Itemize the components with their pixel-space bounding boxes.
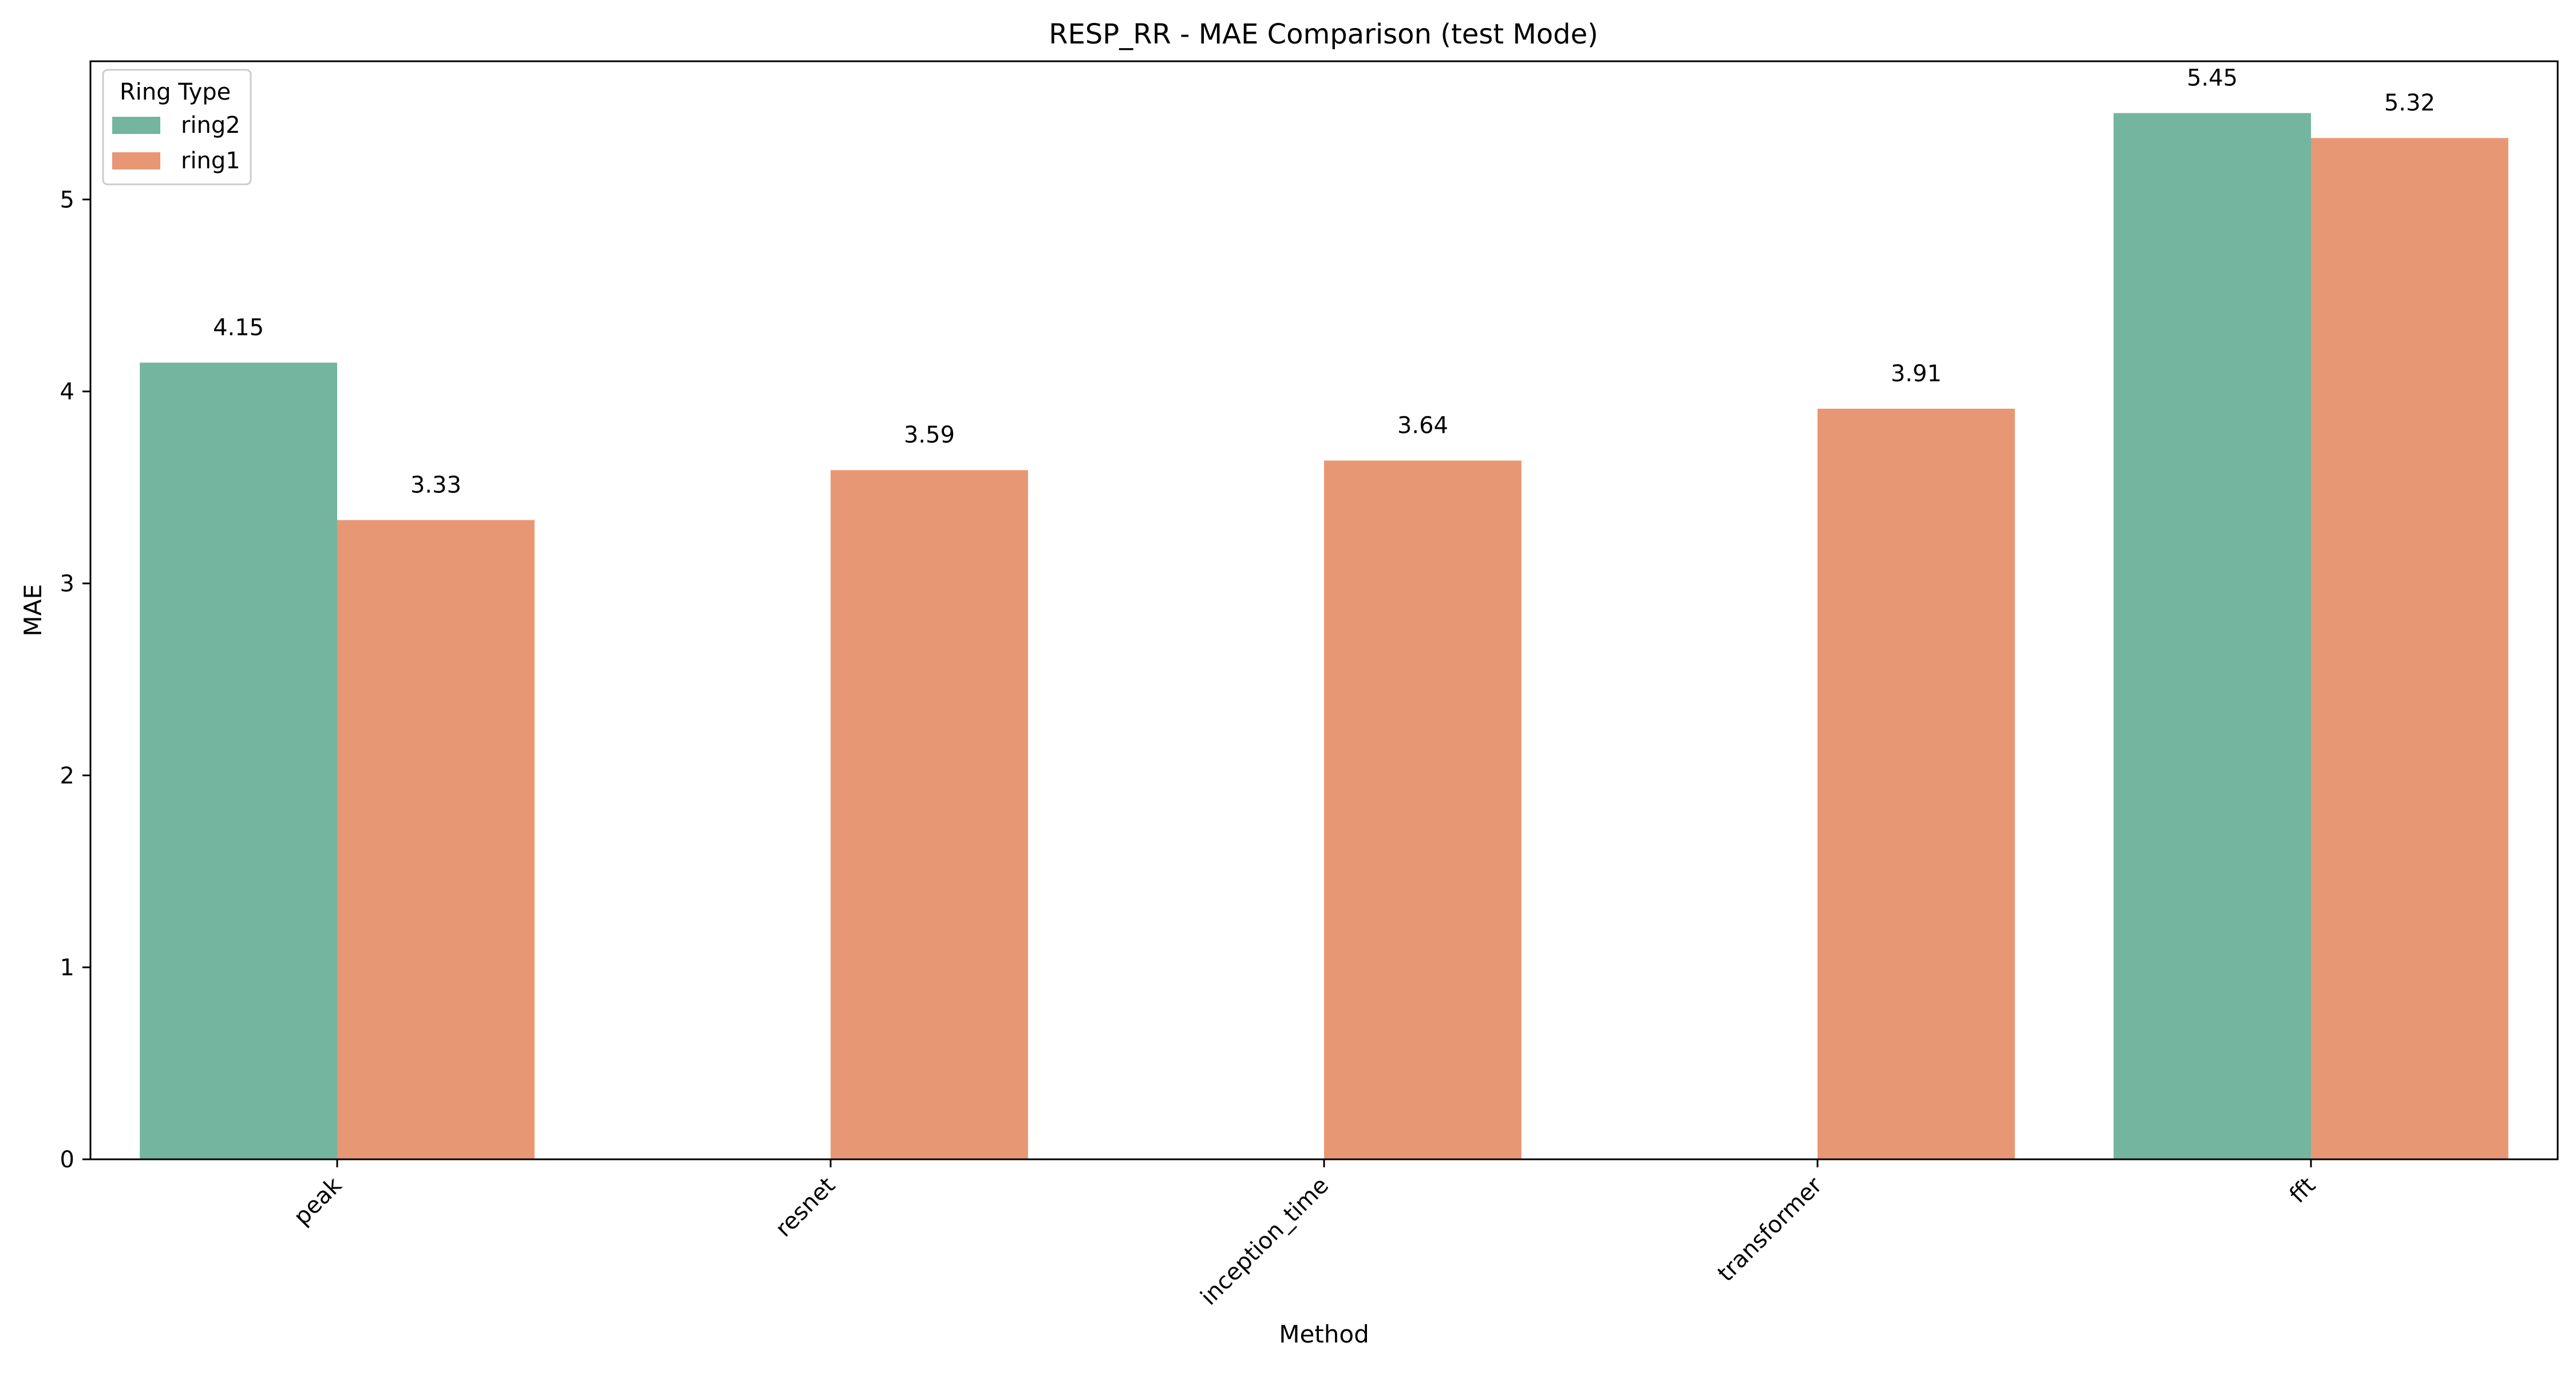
bar-ring1-transformer — [1818, 408, 2015, 1159]
data-label-ring1-inception_time: 3.64 — [1397, 412, 1448, 439]
x-axis-label: Method — [1279, 1320, 1369, 1348]
bar-ring2-fft — [2113, 113, 2311, 1160]
legend-label-ring2: ring2 — [181, 112, 240, 139]
data-label-ring1-fft: 5.32 — [2384, 90, 2435, 116]
legend-swatch-ring2 — [112, 117, 160, 134]
y-tick-label: 1 — [60, 955, 74, 981]
data-label-ring2-fft: 5.45 — [2187, 65, 2238, 92]
legend-label-ring1: ring1 — [181, 148, 240, 174]
bar-ring2-peak — [140, 362, 337, 1159]
y-axis-label: MAE — [19, 584, 47, 637]
x-tick-label-resnet: resnet — [771, 1172, 840, 1242]
x-tick-label-transformer: transformer — [1713, 1172, 1828, 1287]
x-tick-label-fft: fft — [2285, 1172, 2321, 1209]
legend-title: Ring Type — [120, 79, 231, 105]
bar-ring1-fft — [2311, 138, 2508, 1160]
y-tick-label: 5 — [60, 187, 74, 213]
data-label-ring1-peak: 3.33 — [410, 472, 461, 498]
legend-swatch-ring1 — [112, 152, 160, 169]
legend: Ring Type ring2 ring1 — [102, 69, 252, 185]
plot-area: 4.15 5.45 3.33 3.59 3.64 3.91 5.32 — [140, 65, 2508, 1160]
y-axis: 0 1 2 3 4 5 — [60, 187, 90, 1173]
bar-ring1-peak — [337, 520, 535, 1159]
y-tick-label: 0 — [60, 1147, 74, 1173]
bar-ring1-resnet — [831, 470, 1028, 1160]
data-label-ring2-peak: 4.15 — [213, 314, 264, 341]
bar-ring1-inception_time — [1324, 460, 1522, 1159]
chart-title: RESP_RR - MAE Comparison (test Mode) — [1049, 18, 1598, 50]
x-axis: peak resnet inception_time transformer fft — [289, 1159, 2321, 1310]
y-tick-label: 4 — [60, 379, 74, 405]
x-tick-label-inception_time: inception_time — [1196, 1172, 1334, 1310]
y-tick-label: 3 — [60, 571, 74, 597]
data-label-ring1-transformer: 3.91 — [1891, 361, 1942, 387]
data-label-ring1-resnet: 3.59 — [904, 422, 955, 448]
y-tick-label: 2 — [60, 763, 74, 789]
x-tick-label-peak: peak — [289, 1172, 347, 1230]
